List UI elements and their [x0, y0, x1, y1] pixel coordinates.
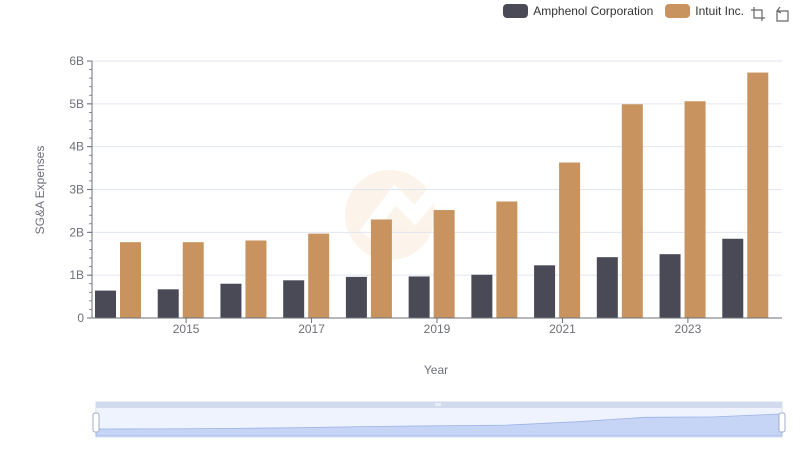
bar-amphenol-2018[interactable] [345, 276, 367, 318]
y-tick-label: 1B [69, 268, 84, 282]
bars [95, 72, 769, 319]
bar-amphenol-2022[interactable] [596, 257, 618, 318]
bar-intuit-2014[interactable] [120, 242, 141, 318]
x-tick-label: 2019 [424, 322, 451, 336]
x-tick-label: 2021 [549, 322, 576, 336]
axes [87, 60, 782, 323]
y-tick-label: 2B [69, 225, 84, 239]
restore-icon[interactable] [774, 6, 790, 22]
bar-amphenol-2014[interactable] [95, 290, 116, 318]
bar-amphenol-2019[interactable] [408, 276, 430, 318]
legend-label-intuit: Intuit Inc. [695, 4, 744, 18]
y-tick-label: 3B [69, 183, 84, 197]
bar-intuit-2015[interactable] [182, 242, 204, 318]
bar-intuit-2020[interactable] [496, 201, 518, 318]
legend-swatch-intuit [665, 4, 691, 18]
data-zoom-handle-right[interactable] [778, 412, 786, 433]
x-tick-label: 2023 [675, 322, 702, 336]
bar-amphenol-2016[interactable] [220, 283, 242, 318]
y-tick-label: 5B [69, 97, 84, 111]
legend-label-amphenol: Amphenol Corporation [533, 4, 654, 18]
bar-intuit-2021[interactable] [559, 162, 581, 318]
bar-intuit-2024[interactable] [747, 72, 769, 318]
watermark-logo [345, 170, 446, 260]
bar-intuit-2017[interactable] [308, 233, 330, 318]
bar-amphenol-2017[interactable] [283, 280, 305, 318]
x-axis-label: Year [424, 363, 448, 377]
data-zoom-preview-area [95, 413, 783, 437]
legend-item-amphenol[interactable]: Amphenol Corporation [503, 4, 653, 18]
y-axis-label: SG&A Expenses [33, 146, 47, 235]
bar-amphenol-2020[interactable] [471, 274, 493, 318]
data-zoom-grip-icon[interactable] [435, 403, 441, 406]
legend-item-intuit[interactable]: Intuit Inc. [665, 4, 744, 18]
data-zoom-top-bar[interactable] [96, 402, 782, 408]
bar-amphenol-2015[interactable] [157, 289, 179, 318]
zoom-icon[interactable] [750, 6, 766, 22]
data-zoom-handle-left[interactable] [92, 412, 100, 433]
x-tick-label: 2017 [298, 322, 325, 336]
data-zoom-slider[interactable] [92, 401, 786, 438]
y-tick-label: 0 [77, 311, 84, 325]
bar-amphenol-2024[interactable] [722, 238, 744, 318]
bar-amphenol-2021[interactable] [534, 265, 556, 318]
bar-intuit-2023[interactable] [684, 101, 706, 318]
bar-intuit-2022[interactable] [621, 104, 643, 319]
bar-intuit-2018[interactable] [370, 219, 392, 318]
y-tick-label: 6B [69, 54, 84, 68]
y-tick-label: 4B [69, 140, 84, 154]
tick-labels: 0 1B 2B 3B 4B 5B 6B 2015 2017 2019 2021 2023 [69, 54, 701, 336]
legend-swatch-amphenol [503, 4, 529, 18]
bar-amphenol-2023[interactable] [659, 254, 681, 318]
legend: Amphenol Corporation Intuit Inc. [503, 4, 744, 18]
x-tick-label: 2015 [173, 322, 200, 336]
bar-intuit-2019[interactable] [433, 210, 455, 318]
toolbox [750, 6, 790, 22]
bar-intuit-2016[interactable] [245, 240, 267, 318]
